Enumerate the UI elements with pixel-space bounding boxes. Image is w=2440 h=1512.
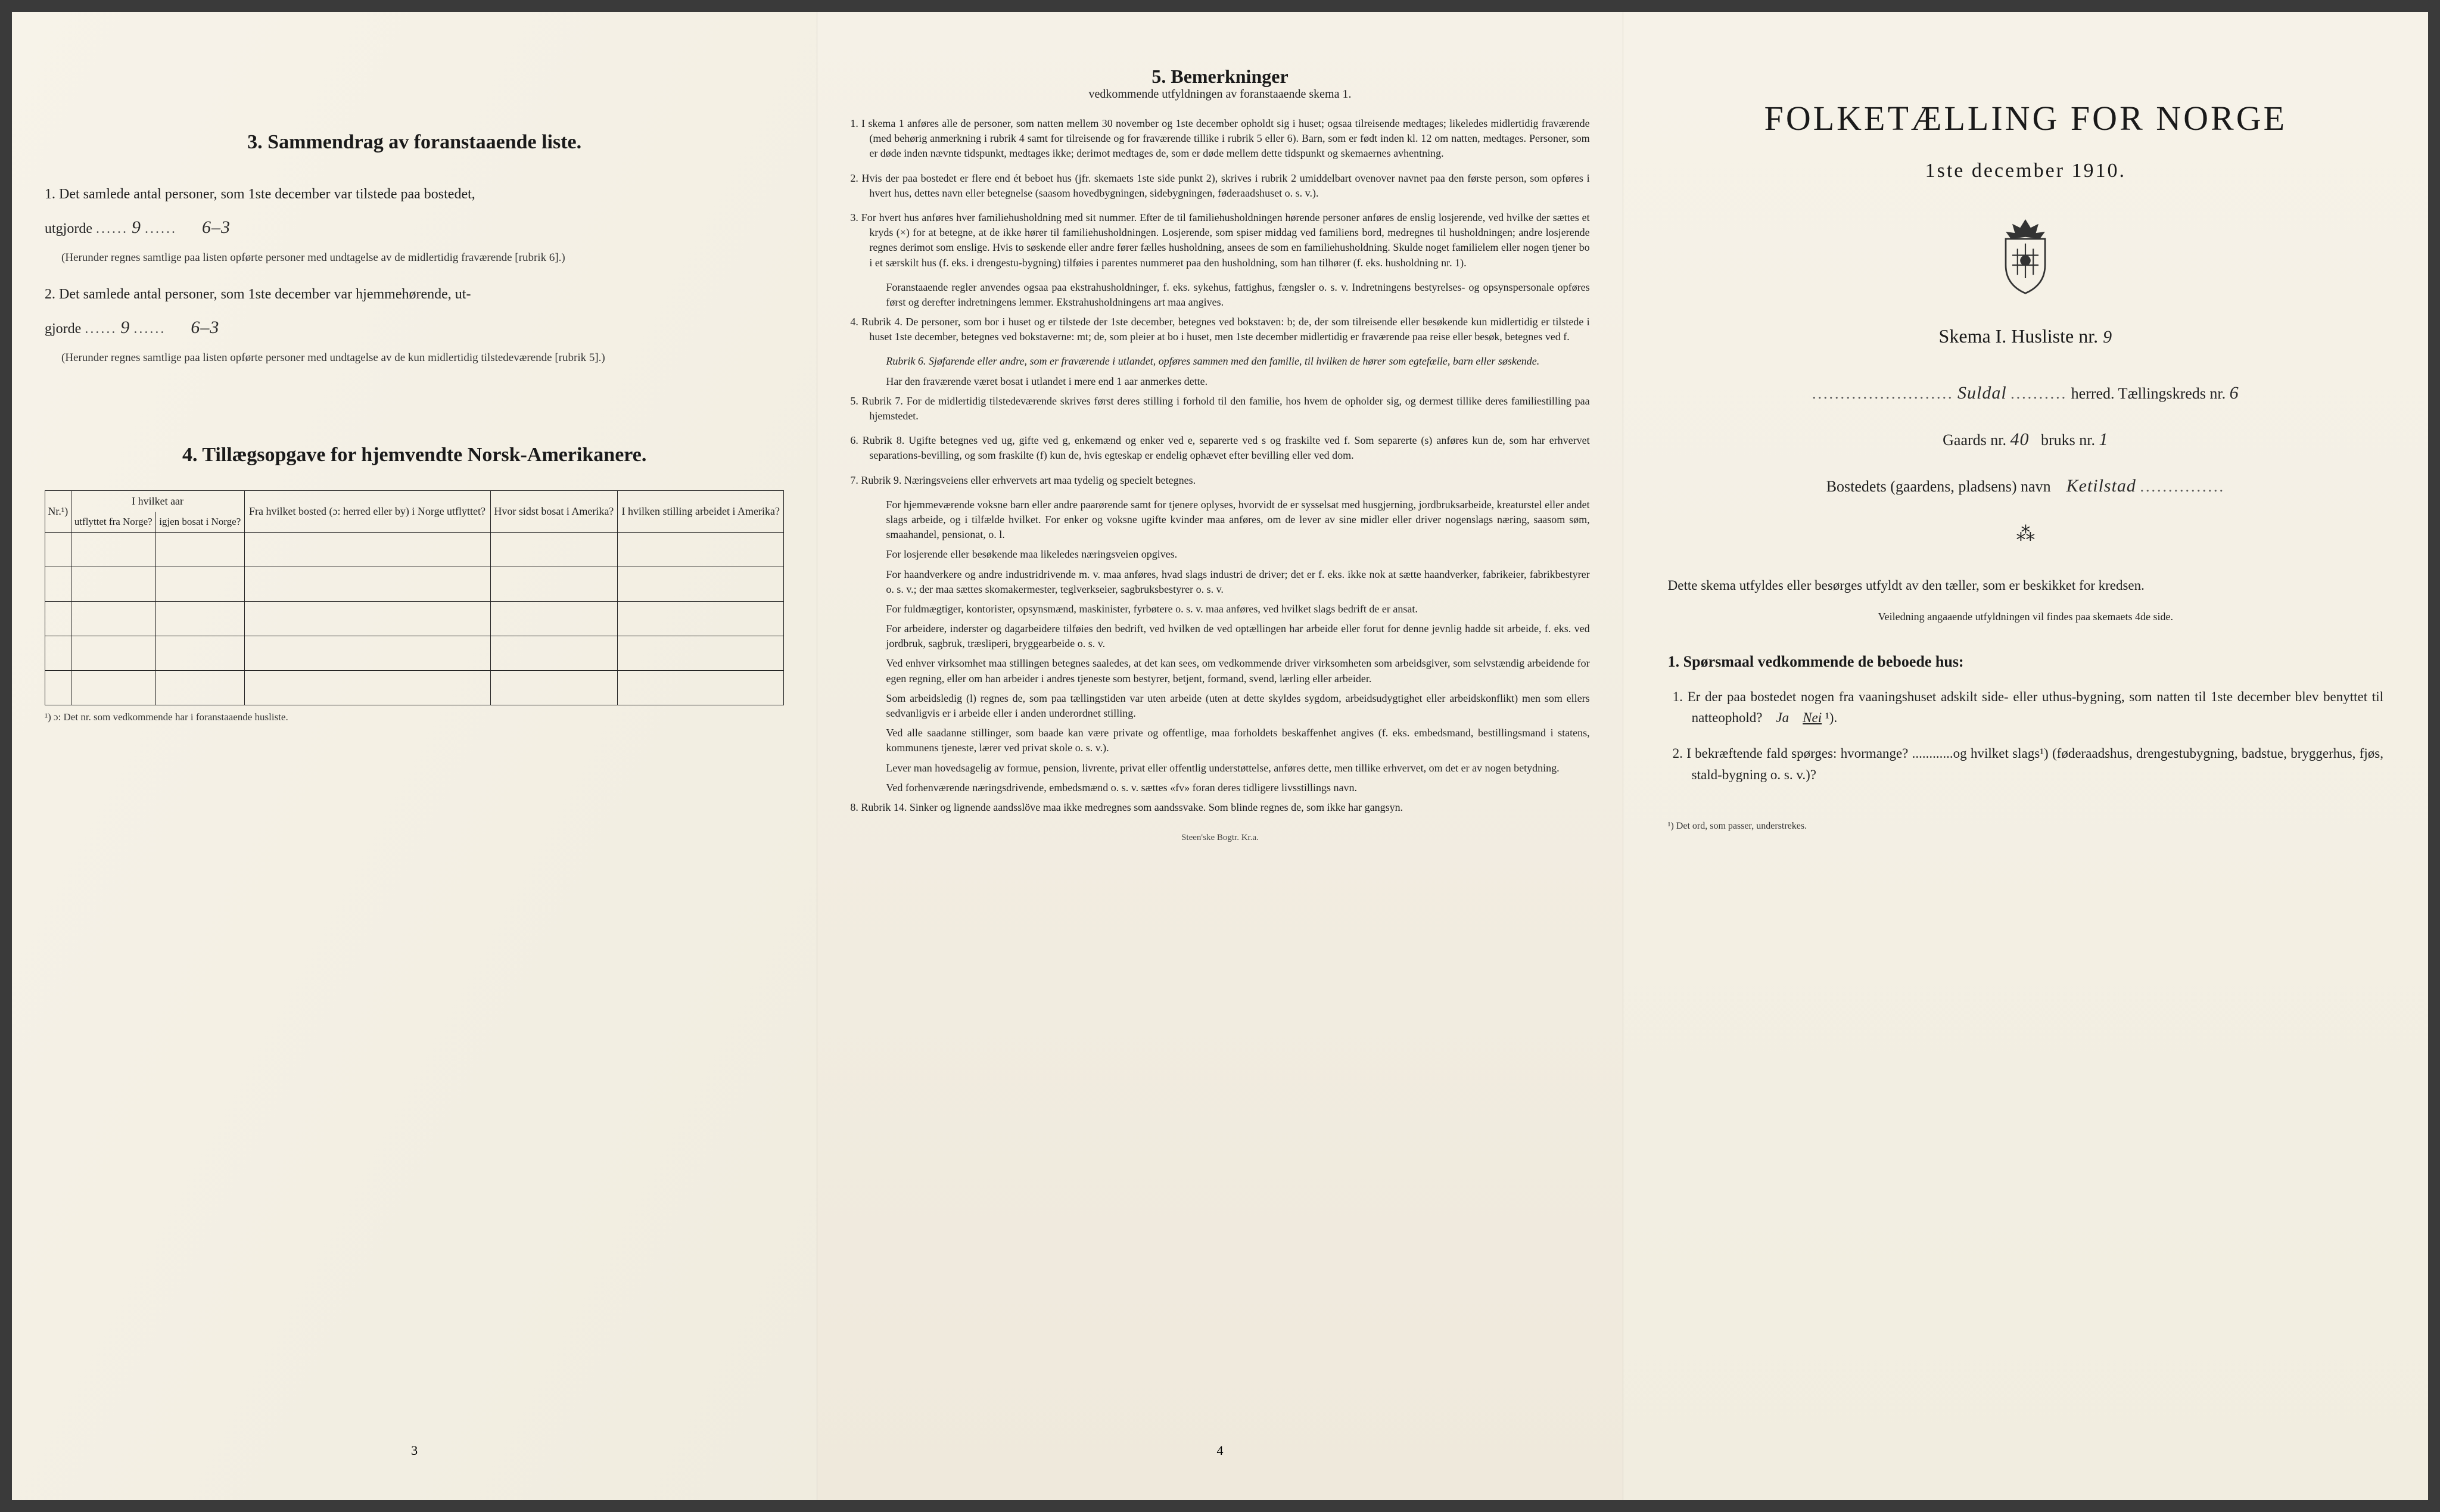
gjorde-label: gjorde bbox=[45, 321, 81, 337]
page-number: 4 bbox=[1216, 1443, 1223, 1458]
remark-7-sub2: For losjerende eller besøkende maa likel… bbox=[850, 547, 1589, 562]
remark-4-sub1: Rubrik 6. Sjøfarende eller andre, som er… bbox=[850, 354, 1589, 369]
table-row bbox=[45, 567, 784, 602]
census-date: 1ste december 1910. bbox=[1656, 160, 2395, 182]
bosted-hand: Ketilstad bbox=[2066, 476, 2136, 496]
herred-hand: Suldal bbox=[1957, 383, 2007, 403]
col-fra-bosted: Fra hvilket bosted (ɔ: herred eller by) … bbox=[244, 490, 490, 532]
remark-6: 6. Rubrik 8. Ugifte betegnes ved ug, gif… bbox=[850, 433, 1589, 463]
remarks-heading: 5. Bemerkninger bbox=[850, 66, 1589, 88]
summary-item-2-line2: gjorde ...... 9 ...... 6–3 bbox=[45, 314, 784, 342]
question-heading: 1. Spørsmaal vedkommende de beboede hus: bbox=[1668, 653, 2383, 671]
printer-credit: Steen'ske Bogtr. Kr.a. bbox=[850, 833, 1589, 843]
remark-3-sub: Foranstaaende regler anvendes ogsaa paa … bbox=[850, 280, 1589, 310]
remark-4: 4. Rubrik 4. De personer, som bor i huse… bbox=[850, 315, 1589, 344]
instructions-small: Veiledning angaaende utfyldningen vil fi… bbox=[1656, 611, 2395, 623]
remark-7-sub10: Ved forhenværende næringsdrivende, embed… bbox=[850, 780, 1589, 795]
remark-7: 7. Rubrik 9. Næringsveiens eller erhverv… bbox=[850, 473, 1589, 488]
dots: ......................... bbox=[1812, 385, 1954, 402]
remark-7-sub9: Lever man hovedsagelig av formue, pensio… bbox=[850, 761, 1589, 776]
col-igjen: igjen bosat i Norge? bbox=[155, 512, 244, 533]
summary-item-1-line2: utgjorde ...... 9 ...... 6–3 bbox=[45, 214, 784, 242]
herred-line: ......................... Suldal .......… bbox=[1656, 383, 2395, 403]
item1-fine-print: (Herunder regnes samtlige paa listen opf… bbox=[45, 250, 784, 266]
remarks-list: 1. I skema 1 anføres alle de personer, s… bbox=[850, 116, 1589, 815]
remark-7-sub6: Ved enhver virksomhet maa stillingen bet… bbox=[850, 656, 1589, 686]
remark-3: 3. For hvert hus anføres hver familiehus… bbox=[850, 210, 1589, 270]
bosted-label: Bostedets (gaardens, pladsens) navn bbox=[1826, 478, 2051, 495]
summary-item-2: 2. Det samlede antal personer, som 1ste … bbox=[45, 284, 784, 306]
gaards-nr-hand: 40 bbox=[2010, 430, 2030, 449]
amerikanere-table: Nr.¹) I hvilket aar Fra hvilket bosted (… bbox=[45, 490, 784, 705]
remark-7-sub8: Ved alle saadanne stillinger, som baade … bbox=[850, 726, 1589, 755]
table-footnote: ¹) ɔ: Det nr. som vedkommende har i fora… bbox=[45, 711, 784, 723]
col-aar: I hvilket aar bbox=[71, 490, 244, 512]
col-hvor-sidst: Hvor sidst bosat i Amerika? bbox=[490, 490, 618, 532]
remarks-subheading: vedkommende utfyldningen av foranstaaend… bbox=[850, 88, 1589, 101]
bruks-label: bruks nr. bbox=[2041, 431, 2095, 449]
page3-footnote: ¹) Det ord, som passer, understrekes. bbox=[1668, 821, 2383, 832]
dots: ...... bbox=[85, 321, 117, 337]
col-utflyttet: utflyttet fra Norge? bbox=[71, 512, 155, 533]
table-row bbox=[45, 602, 784, 636]
skema-label: Skema I. Husliste nr. bbox=[1939, 325, 2099, 347]
page-2: 5. Bemerkninger vedkommende utfyldningen… bbox=[817, 12, 1623, 1500]
table-row bbox=[45, 671, 784, 705]
remark-1: 1. I skema 1 anføres alle de personer, s… bbox=[850, 116, 1589, 161]
q1-sup: ¹) bbox=[1825, 710, 1834, 725]
dots: .......... bbox=[2010, 385, 2067, 402]
dots: ...... bbox=[133, 321, 166, 337]
dots: ...... bbox=[96, 221, 128, 237]
question-1: 1. Er der paa bostedet nogen fra vaaning… bbox=[1692, 686, 2383, 729]
page-1: 3. Sammendrag av foranstaaende liste. 1.… bbox=[12, 12, 817, 1500]
question-2: 2. I bekræftende fald spørges: hvormange… bbox=[1692, 743, 2383, 785]
kreds-hand: 6 bbox=[2230, 383, 2239, 403]
count-present-hand: 9 bbox=[132, 217, 141, 237]
gaards-line: Gaards nr. 40 bruks nr. 1 bbox=[1656, 430, 2395, 450]
section-3-heading: 3. Sammendrag av foranstaaende liste. bbox=[45, 131, 784, 154]
remark-2: 2. Hvis der paa bostedet er flere end ét… bbox=[850, 171, 1589, 201]
remark-7-sub4: For fuldmægtiger, kontorister, opsynsmæn… bbox=[850, 602, 1589, 617]
gaards-label: Gaards nr. bbox=[1943, 431, 2006, 449]
section-4-heading: 4. Tillægsopgave for hjemvendte Norsk-Am… bbox=[45, 444, 784, 466]
remark-5: 5. Rubrik 7. For de midlertidig tilstede… bbox=[850, 394, 1589, 424]
coat-of-arms-icon bbox=[1993, 215, 2058, 295]
remark-4-sub2: Har den fraværende været bosat i utlande… bbox=[850, 374, 1589, 389]
husliste-nr-hand: 9 bbox=[2103, 327, 2112, 347]
page-number: 3 bbox=[411, 1443, 418, 1458]
census-title: FOLKETÆLLING FOR NORGE bbox=[1656, 98, 2395, 138]
utgjorde-label: utgjorde bbox=[45, 221, 92, 237]
remark-7-sub5: For arbeidere, inderster og dagarbeidere… bbox=[850, 621, 1589, 651]
bosted-line: Bostedets (gaardens, pladsens) navn Keti… bbox=[1656, 476, 2395, 496]
instructions: Dette skema utfyldes eller besørges utfy… bbox=[1668, 575, 2383, 596]
herred-label: herred. Tællingskreds nr. bbox=[2071, 385, 2226, 402]
table-row bbox=[45, 533, 784, 567]
dots: ............... bbox=[2140, 478, 2225, 495]
q1-nei: Nei bbox=[1803, 710, 1822, 725]
q1-ja: Ja bbox=[1776, 710, 1789, 725]
ornament-icon: ⁂ bbox=[1656, 522, 2395, 545]
col-stilling: I hvilken stilling arbeidet i Amerika? bbox=[618, 490, 784, 532]
census-document: 3. Sammendrag av foranstaaende liste. 1.… bbox=[12, 12, 2428, 1500]
remark-7-sub3: For haandverkere og andre industridriven… bbox=[850, 567, 1589, 597]
summary-item-1: 1. Det samlede antal personer, som 1ste … bbox=[45, 183, 784, 206]
remark-7-sub7: Som arbeidsledig (l) regnes de, som paa … bbox=[850, 691, 1589, 721]
remark-7-sub1: For hjemmeværende voksne barn eller andr… bbox=[850, 497, 1589, 543]
count-resident-split-hand: 6–3 bbox=[191, 318, 219, 337]
count-present-split-hand: 6–3 bbox=[202, 217, 231, 237]
bruks-nr-hand: 1 bbox=[2099, 430, 2109, 449]
page-3: FOLKETÆLLING FOR NORGE 1ste december 191… bbox=[1623, 12, 2428, 1500]
count-resident-hand: 9 bbox=[120, 318, 130, 337]
skema-line: Skema I. Husliste nr. 9 bbox=[1656, 325, 2395, 347]
dots: ...... bbox=[145, 221, 177, 237]
remark-8: 8. Rubrik 14. Sinker og lignende aandssl… bbox=[850, 800, 1589, 815]
col-nr: Nr.¹) bbox=[45, 490, 71, 532]
item2-fine-print: (Herunder regnes samtlige paa listen opf… bbox=[45, 350, 784, 366]
table-row bbox=[45, 636, 784, 671]
